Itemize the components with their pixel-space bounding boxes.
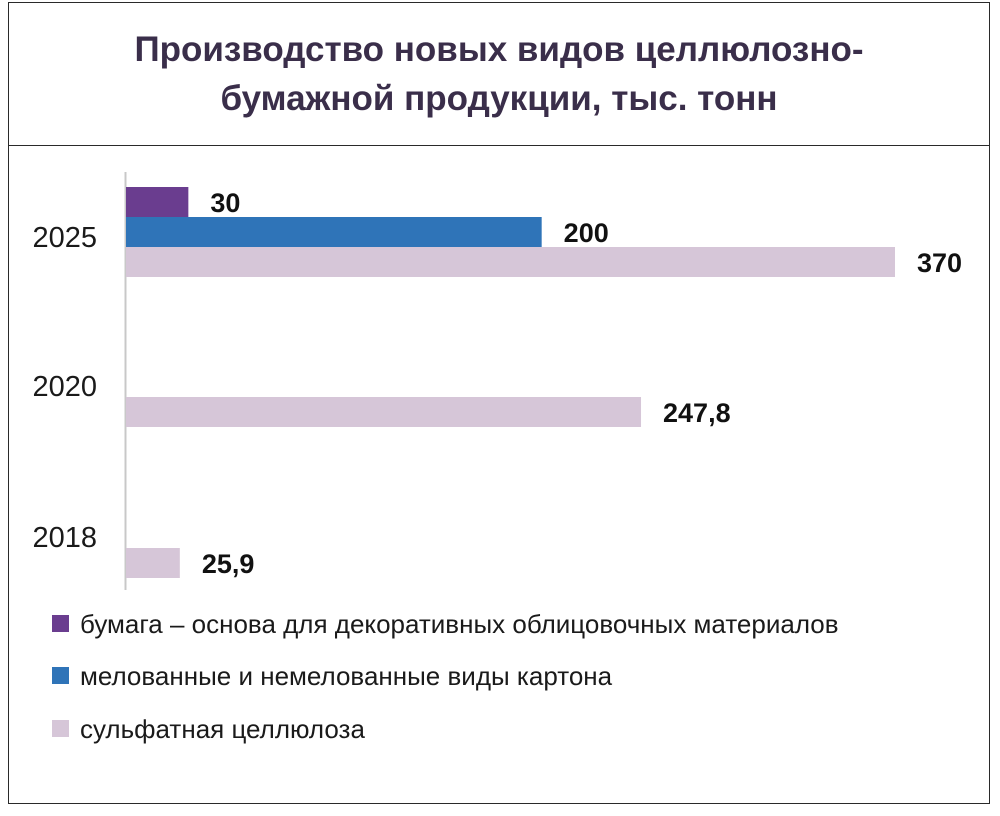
chart-title: Производство новых видов целлюлозно-бума… bbox=[134, 30, 864, 118]
bar-series2-2018 bbox=[126, 548, 180, 578]
category-label-2018: 2018 bbox=[32, 522, 97, 554]
legend-label-1: мелованные и немелованные виды картона bbox=[80, 661, 613, 691]
data-label-series0-2025: 30 bbox=[210, 188, 240, 218]
data-label-series2-2025: 370 bbox=[917, 248, 962, 278]
legend-label-0: бумага – основа для декоративных облицов… bbox=[80, 609, 839, 639]
category-label-2025: 2025 bbox=[32, 222, 97, 254]
bar-series2-2025 bbox=[126, 247, 895, 277]
data-label-series2-2020: 247,8 bbox=[663, 398, 731, 428]
legend-label-2: сульфатная целлюлоза bbox=[80, 714, 365, 744]
legend-swatch-0 bbox=[52, 615, 69, 632]
bar-series2-2020 bbox=[126, 397, 642, 427]
bar-series0-2025 bbox=[126, 187, 189, 217]
data-label-series2-2018: 25,9 bbox=[202, 549, 255, 579]
title-box: Производство новых видов целлюлозно-бума… bbox=[9, 3, 989, 146]
bar-series1-2025 bbox=[126, 217, 542, 247]
legend-swatch-1 bbox=[52, 667, 69, 684]
category-label-2020: 2020 bbox=[32, 371, 97, 403]
legend-swatch-2 bbox=[52, 720, 69, 737]
data-label-series1-2025: 200 bbox=[564, 218, 609, 248]
